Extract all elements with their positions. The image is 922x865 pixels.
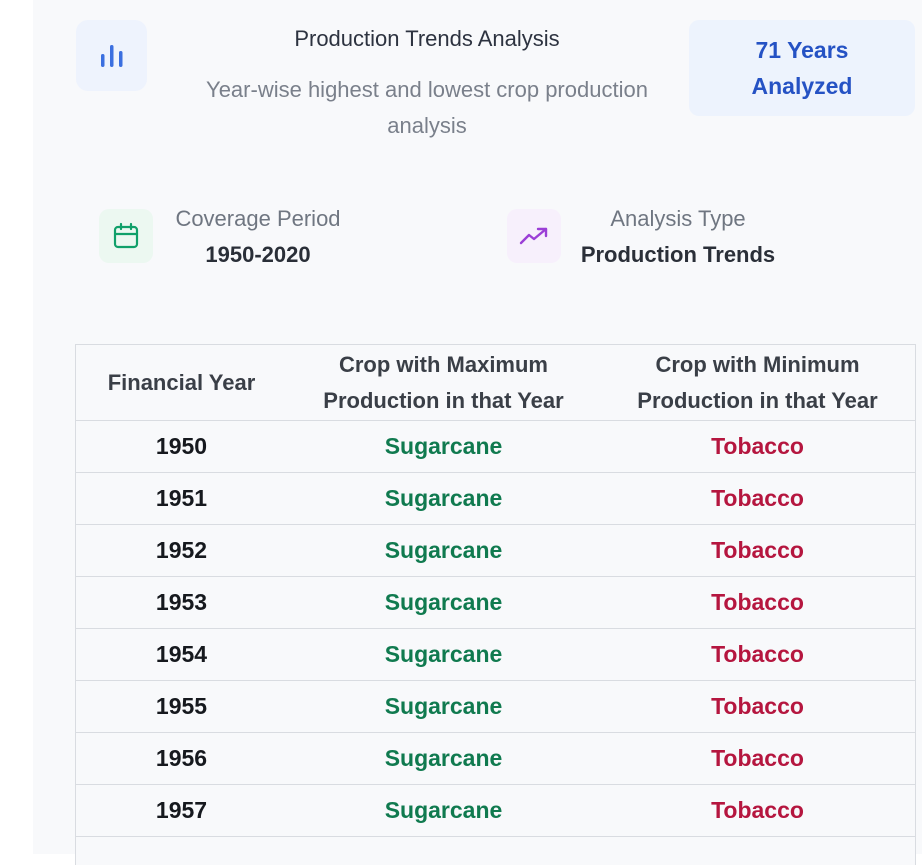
min-crop-cell: Tobacco: [711, 745, 804, 771]
years-analyzed-badge: 71 Years Analyzed: [689, 20, 915, 116]
min-crop-cell: Tobacco: [711, 797, 804, 823]
max-crop-cell: Sugarcane: [384, 589, 503, 615]
min-crop-cell: Tobacco: [711, 537, 804, 563]
year-cell: 1950: [155, 433, 208, 459]
min-crop-cell: Tobacco: [711, 485, 804, 511]
min-crop-cell: Tobacco: [711, 589, 804, 615]
page-title: Production Trends Analysis: [294, 26, 560, 51]
max-crop-cell: Sugarcane: [384, 641, 503, 667]
column-header-max-crop: Crop with Maximum Production in that Yea…: [323, 351, 564, 413]
year-cell: 1953: [155, 589, 208, 615]
max-crop-cell: Sugarcane: [384, 537, 503, 563]
table-row: 1954 Sugarcane Tobacco: [76, 629, 915, 681]
min-crop-cell: Tobacco: [711, 641, 804, 667]
table-row: 1956 Sugarcane Tobacco: [76, 733, 915, 785]
table-row: 1951 Sugarcane Tobacco: [76, 473, 915, 525]
table-row: 1950 Sugarcane Tobacco: [76, 421, 915, 473]
table-header: Financial Year Crop with Maximum Product…: [76, 345, 915, 421]
table-row: 1953 Sugarcane Tobacco: [76, 577, 915, 629]
trending-up-icon: [507, 209, 561, 263]
year-cell: 1954: [155, 641, 208, 667]
year-cell: 1951: [155, 485, 208, 511]
bar-chart-icon: [76, 20, 147, 91]
year-cell: 1957: [155, 797, 208, 823]
year-cell: 1956: [155, 745, 208, 771]
max-crop-cell: Sugarcane: [384, 745, 503, 771]
analysis-type-label: Analysis Type: [610, 206, 746, 231]
max-crop-cell: Sugarcane: [384, 433, 503, 459]
min-crop-cell: Tobacco: [711, 433, 804, 459]
analysis-type-value: Production Trends: [580, 242, 776, 267]
page-subtitle: Year-wise highest and lowest crop produc…: [206, 77, 648, 138]
table-row: 1952 Sugarcane Tobacco: [76, 525, 915, 577]
years-caption: Analyzed: [751, 73, 853, 99]
calendar-icon: [99, 209, 153, 263]
max-crop-cell: Sugarcane: [384, 485, 503, 511]
coverage-label: Coverage Period: [175, 206, 341, 231]
table-row: 1955 Sugarcane Tobacco: [76, 681, 915, 733]
year-cell: 1952: [155, 537, 208, 563]
max-crop-cell: Sugarcane: [384, 797, 503, 823]
column-header-year: Financial Year: [107, 369, 256, 395]
column-header-min-crop: Crop with Minimum Production in that Yea…: [637, 351, 878, 413]
year-cell: 1955: [155, 693, 208, 719]
max-crop-cell: Sugarcane: [384, 693, 503, 719]
coverage-value: 1950-2020: [205, 242, 311, 267]
production-table: Financial Year Crop with Maximum Product…: [75, 344, 916, 865]
min-crop-cell: Tobacco: [711, 693, 804, 719]
table-row: 1957 Sugarcane Tobacco: [76, 785, 915, 837]
years-count: 71 Years: [755, 37, 849, 63]
